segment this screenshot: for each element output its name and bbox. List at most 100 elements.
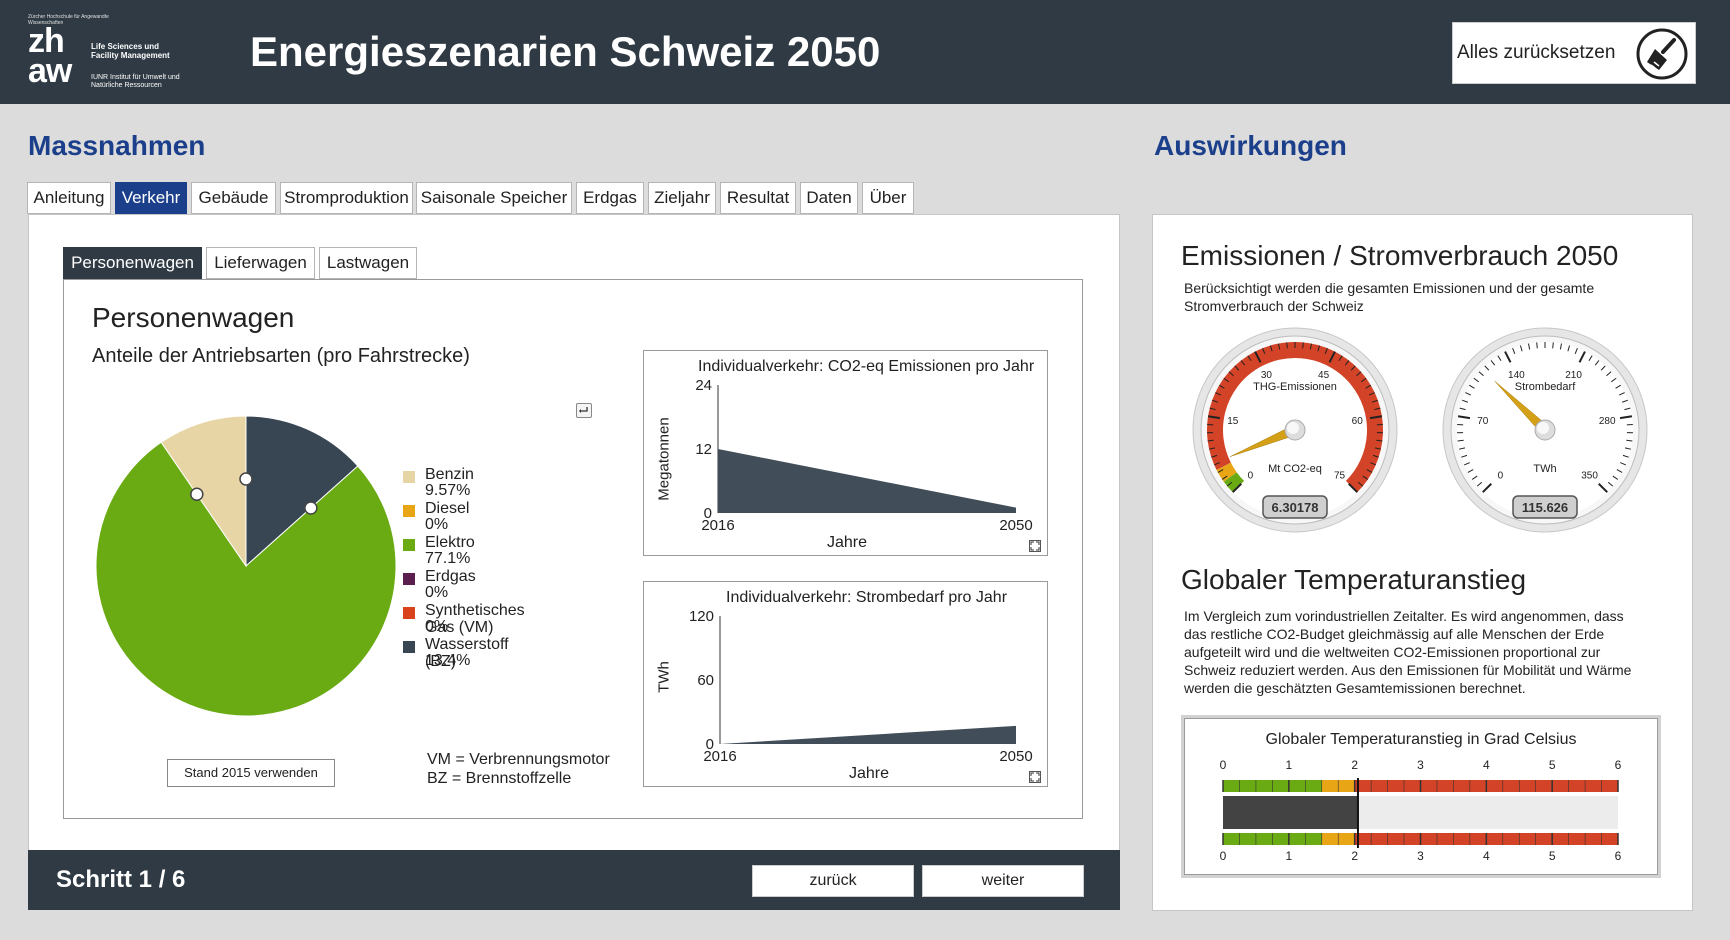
gauge-minor-tick [1607, 481, 1614, 487]
gauge-minor-tick [1497, 355, 1502, 362]
tab-daten[interactable]: Daten [800, 182, 858, 214]
reset-all-button[interactable]: Alles zurücksetzen [1452, 22, 1696, 84]
gauge-hub-highlight [1287, 422, 1299, 434]
back-button[interactable]: zurück [752, 865, 914, 897]
gauge-minor-tick [1616, 469, 1623, 473]
gauge-minor-tick [1368, 392, 1375, 396]
gauge-minor-tick [1365, 384, 1371, 389]
app-title: Energieszenarien Schweiz 2050 [250, 28, 881, 75]
gauge-major-tick [1482, 483, 1492, 493]
legend-swatch-wasserstoff [403, 641, 415, 653]
temp-tick-label-bottom: 3 [1417, 849, 1424, 863]
legend-value-diesel: 0% [425, 516, 449, 533]
gauge-major-tick [1457, 415, 1471, 420]
gauge-minor-tick [1226, 481, 1233, 487]
area-series [718, 449, 1016, 513]
gauge-tick-label: 0 [1498, 471, 1504, 482]
strom-chart-xlabel: Jahre [848, 765, 890, 782]
gauge-minor-tick [1457, 439, 1464, 442]
note-bz: BZ = Brennstoffzelle [427, 770, 572, 787]
next-button[interactable]: weiter [922, 865, 1084, 897]
gauge-minor-tick [1615, 384, 1621, 389]
tab-anleitung[interactable]: Anleitung [27, 182, 111, 214]
gauge-value: 6.30178 [1272, 500, 1319, 515]
temp-value-bar [1223, 796, 1358, 829]
gauge-minor-tick [1286, 342, 1288, 349]
subtab-lastwagen[interactable]: Lastwagen [319, 247, 417, 279]
gauge-minor-tick [1611, 377, 1617, 383]
gauge-tick-label: 350 [1581, 471, 1598, 482]
tab-zieljahr[interactable]: Zieljahr [648, 182, 716, 214]
gauge-minor-tick [1215, 392, 1222, 396]
drive-share-pie[interactable] [90, 410, 402, 722]
tab-gebaeude[interactable]: Gebäude [191, 182, 276, 214]
gauge-minor-tick [1356, 371, 1362, 377]
legend-name-erdgas: Erdgas [425, 568, 476, 585]
gauge-major-tick [1348, 483, 1358, 493]
gauge-minor-tick [1465, 392, 1472, 396]
pie-slice-wasserstoff-bz- [245, 415, 359, 568]
gauge-minor-tick [1621, 399, 1628, 403]
y-tick-label: 60 [697, 672, 714, 689]
legend-name-diesel: Diesel [425, 500, 470, 517]
pie-drag-handle[interactable] [239, 472, 253, 486]
gauge-minor-tick [1344, 360, 1350, 366]
co2-chart-ylabel: Megatonnen [655, 417, 673, 501]
gauge-minor-tick [1376, 439, 1383, 442]
legend-value-erdgas: 0% [425, 584, 449, 601]
strombedarf-chart: Individualverkehr: Strombedarf pro Jahr … [643, 581, 1048, 787]
logo-department: Life Sciences und Facility Management [91, 42, 170, 60]
gauge-minor-tick [1209, 407, 1216, 411]
legend-name-elektro: Elektro [425, 534, 475, 551]
gauge-minor-tick [1559, 343, 1562, 350]
gauge-major-tick [1232, 483, 1242, 493]
gauge-minor-tick [1459, 447, 1466, 450]
gauge-major-tick [1504, 351, 1512, 363]
subtab-personenwagen[interactable]: Personenwagen [63, 247, 202, 279]
legend-swatch-synthetisches-gas [403, 607, 415, 619]
fullscreen-icon[interactable] [1029, 539, 1041, 552]
co2-chart-title: Individualverkehr: CO2-eq Emissionen pro… [698, 358, 1035, 375]
temp-tick-label-top: 4 [1483, 758, 1490, 772]
logo-small-text: Zürcher Hochschule für Angewandte Wissen… [28, 14, 109, 26]
stand-2015-button[interactable]: Stand 2015 verwenden [167, 759, 335, 787]
gauge-minor-tick [1269, 345, 1273, 352]
gauge-minor-tick [1278, 343, 1281, 350]
legend-value-synthetisches-gas: 0% [425, 618, 449, 635]
gauge-minor-tick [1567, 345, 1571, 352]
fullscreen-icon[interactable] [1029, 770, 1041, 783]
tab-verkehr[interactable]: Verkehr [115, 182, 187, 214]
gauge-minor-tick [1512, 347, 1516, 354]
temp-desc-line: das restliche CO2-Budget gleichmässig au… [1184, 626, 1605, 642]
gauge-minor-tick [1361, 377, 1367, 383]
gauge-major-tick [1254, 351, 1262, 363]
temp-tick-label-top: 3 [1417, 758, 1424, 772]
subtab-lieferwagen[interactable]: Lieferwagen [206, 247, 315, 279]
tab-resultat[interactable]: Resultat [720, 182, 796, 214]
temp-desc-line: Im Vergleich zum vorindustriellen Zeital… [1184, 608, 1624, 624]
tab-erdgas[interactable]: Erdgas [576, 182, 644, 214]
gauge-tick-label: 45 [1318, 370, 1330, 381]
gauge-minor-tick [1371, 399, 1378, 403]
gauge-minor-tick [1228, 371, 1234, 377]
gauge-minor-tick [1370, 462, 1376, 466]
step-footer: Schritt 1 / 6 zurück weiter [28, 850, 1120, 910]
area-series [720, 725, 1016, 744]
gauge-unit: Mt CO2-eq [1268, 463, 1322, 475]
co2-emissions-chart: Individualverkehr: CO2-eq Emissionen pro… [643, 350, 1048, 556]
undo-icon[interactable] [576, 403, 592, 418]
tab-stromproduktion[interactable]: Stromproduktion [280, 182, 413, 214]
gauge-minor-tick [1624, 407, 1631, 411]
gauge-minor-tick [1357, 481, 1364, 487]
tab-ueber[interactable]: Über [862, 182, 914, 214]
gauge-minor-tick [1622, 454, 1629, 458]
gauge-minor-tick [1620, 462, 1626, 466]
pie-drag-handle[interactable] [190, 487, 204, 501]
gauge-minor-tick [1588, 355, 1593, 362]
gauge-minor-tick [1490, 360, 1496, 366]
reset-all-label: Alles zurücksetzen [1457, 42, 1616, 63]
pie-drag-handle[interactable] [304, 501, 318, 515]
gauge-band-red [1207, 342, 1383, 493]
tab-saisonale-speicher[interactable]: Saisonale Speicher [416, 182, 572, 214]
gauge-major-tick [1369, 415, 1383, 420]
